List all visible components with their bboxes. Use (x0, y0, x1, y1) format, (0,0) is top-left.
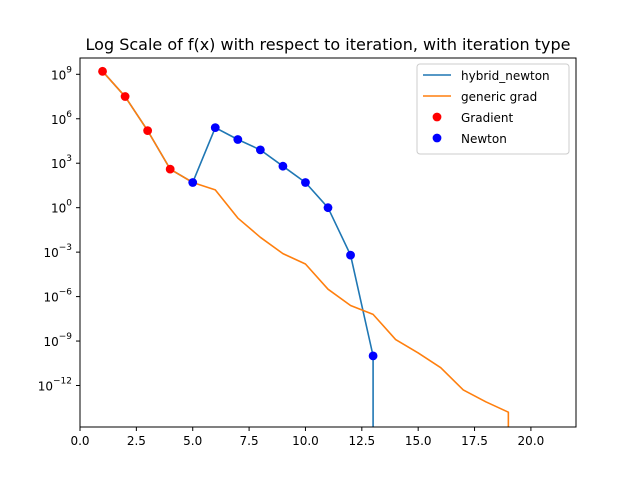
newton-point (278, 161, 288, 171)
legend-label: generic grad (461, 90, 537, 104)
newton-point (255, 145, 265, 155)
x-tick-label: 12.5 (348, 434, 375, 448)
axis-ticks: 0.0 2.5 5.0 7.5 10.0 12.5 15.0 17.5 20.0 109 106 10… (38, 65, 545, 448)
x-tick-label: 5.0 (183, 434, 202, 448)
y-tick-label: 10−3 (43, 243, 72, 260)
x-tick-label: 10.0 (292, 434, 319, 448)
gradient-point (143, 126, 153, 136)
newton-point (368, 351, 378, 361)
x-tick-label: 7.5 (240, 434, 259, 448)
y-tick-label: 10−6 (43, 288, 72, 305)
newton-point (346, 250, 355, 260)
y-tick-label: 10−9 (43, 332, 72, 349)
legend-label: hybrid_newton (461, 69, 550, 83)
plot-frame (79, 57, 577, 428)
plot-area (98, 66, 510, 427)
x-tick-label: 17.5 (461, 434, 488, 448)
legend-swatch (432, 133, 442, 143)
legend-label: Newton (461, 132, 507, 146)
chart-title: Log Scale of f(x) with respect to iterat… (86, 35, 571, 54)
gradient-point (120, 92, 130, 101)
y-tick-label: 100 (51, 199, 72, 216)
newton-point (188, 178, 198, 187)
y-tick-label: 10−12 (38, 377, 72, 394)
newton-point (233, 135, 243, 144)
gradient-point (165, 164, 175, 174)
gradient-point (98, 66, 107, 76)
legend-swatch (432, 112, 442, 122)
x-tick-label: 15.0 (405, 434, 432, 448)
newton-point (301, 178, 310, 187)
y-tick-label: 109 (51, 65, 72, 82)
newton-point (323, 203, 333, 213)
x-tick-label: 2.5 (127, 434, 146, 448)
y-tick-label: 103 (51, 154, 72, 171)
x-tick-label: 0.0 (70, 434, 89, 448)
y-tick-label: 106 (51, 110, 72, 127)
series-line-hybrid-newton (101, 70, 374, 427)
x-tick-label: 20.0 (518, 434, 545, 448)
legend-label: Gradient (461, 111, 514, 125)
legend-box (416, 63, 570, 155)
newton-point (210, 123, 220, 133)
